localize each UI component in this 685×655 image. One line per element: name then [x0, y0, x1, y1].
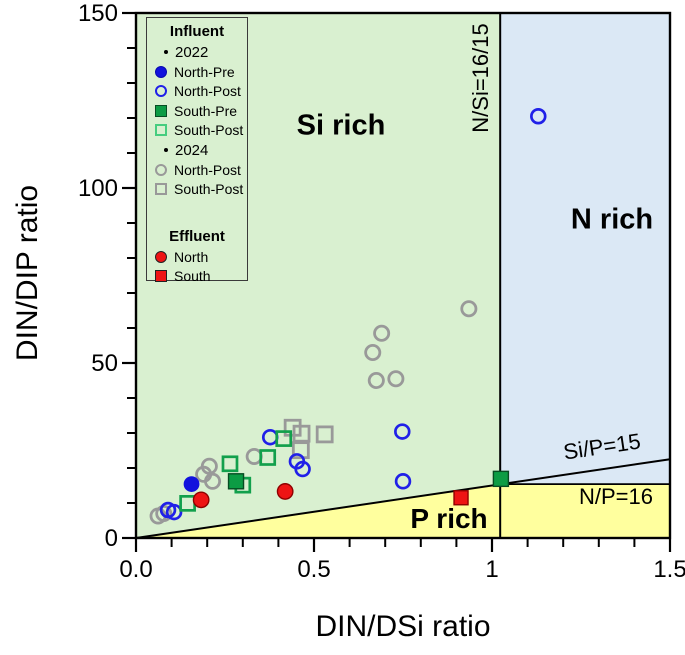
legend-item	[147, 199, 247, 226]
bullet-dot-icon	[164, 148, 168, 152]
legend-marker-circle-open	[155, 163, 167, 176]
legend-item: North	[147, 247, 247, 267]
legend-item-label: South-Pre	[174, 102, 238, 119]
data-point	[200, 457, 218, 475]
x-tick-label: 1.5	[653, 556, 685, 583]
data-point	[315, 425, 334, 444]
data-point	[204, 472, 222, 490]
legend-item: South-Post	[147, 180, 247, 200]
data-point	[394, 423, 411, 440]
bullet-dot-icon	[164, 50, 168, 54]
data-point	[259, 449, 277, 466]
legend-item-label: North	[174, 248, 209, 265]
y-axis-title: DIN/DIP ratio	[11, 184, 44, 362]
data-point	[294, 460, 311, 478]
data-point	[183, 476, 200, 492]
y-tick-label: 0	[104, 525, 118, 552]
legend-marker-square-open	[155, 183, 167, 196]
x-tick-label: 0.5	[297, 556, 331, 583]
legend-item-label: South-Post	[174, 122, 244, 139]
legend-item: South-Pre	[147, 101, 247, 121]
legend-item: North-Post	[147, 82, 247, 102]
data-point	[291, 441, 310, 460]
region-n-rich	[500, 13, 670, 485]
data-point	[492, 470, 510, 488]
data-point	[192, 491, 210, 509]
legend-marker-square-open	[155, 124, 167, 137]
data-point	[221, 455, 239, 473]
data-point	[453, 490, 469, 506]
legend-item-label: 2022	[175, 43, 209, 61]
region-label-p-rich: P rich	[410, 503, 488, 534]
data-point	[165, 503, 183, 521]
data-point	[367, 371, 385, 389]
line-si-p	[135, 458, 671, 539]
legend-item: North-Pre	[147, 62, 247, 82]
legend-item-label: North-Post	[174, 83, 241, 100]
legend-item-label: South-Post	[174, 181, 244, 198]
legend-marker-circle-open	[155, 85, 167, 98]
legend-item-label: North-Post	[174, 161, 241, 178]
legend-item: Effluent	[147, 226, 247, 247]
legend-item-label: 2024	[175, 141, 209, 159]
data-point	[460, 300, 478, 318]
legend-item-label: North-Pre	[174, 63, 235, 80]
y-tick-label: 150	[77, 0, 118, 27]
x-tick-label: 1	[485, 556, 499, 583]
legend: Influent 2022 North-Pre North-Post South-Pre…	[146, 17, 248, 284]
x-tick-label: 0.0	[119, 556, 153, 583]
legend-item-label: Effluent	[169, 228, 225, 245]
data-point	[373, 324, 391, 342]
legend-marker-square-filled	[155, 270, 167, 283]
region-label-n-rich: N rich	[570, 203, 654, 236]
legend-marker-square-filled	[155, 104, 167, 117]
region-p-rich	[136, 484, 670, 538]
line-label-np-ratio: N/P=16	[579, 484, 653, 509]
legend-item: 2022	[147, 42, 247, 62]
data-point	[394, 473, 412, 490]
data-point	[227, 473, 245, 490]
legend-item: 2024	[147, 140, 247, 160]
legend-item: Influent	[147, 21, 247, 42]
data-point	[387, 370, 405, 388]
legend-item-label: Influent	[169, 23, 225, 40]
legend-item-label: South	[174, 268, 211, 285]
legend-marker-circle-filled	[155, 250, 167, 263]
y-tick-label: 50	[91, 350, 118, 377]
legend-item: South-Post	[147, 121, 247, 141]
y-tick-label: 100	[77, 175, 118, 202]
data-point	[276, 483, 294, 500]
data-point	[275, 430, 293, 447]
region-label-si-rich: Si rich	[296, 109, 386, 142]
data-point	[530, 107, 547, 125]
data-point	[292, 424, 311, 443]
legend-item: North-Post	[147, 160, 247, 180]
x-axis-title: DIN/DSi ratio	[315, 610, 491, 643]
line-label-nsi-ratio: N/Si=16/15	[468, 23, 493, 133]
plot-frame	[134, 11, 672, 540]
legend-marker-circle-filled	[155, 65, 167, 78]
legend-item: South	[147, 267, 247, 287]
data-point	[364, 343, 382, 361]
